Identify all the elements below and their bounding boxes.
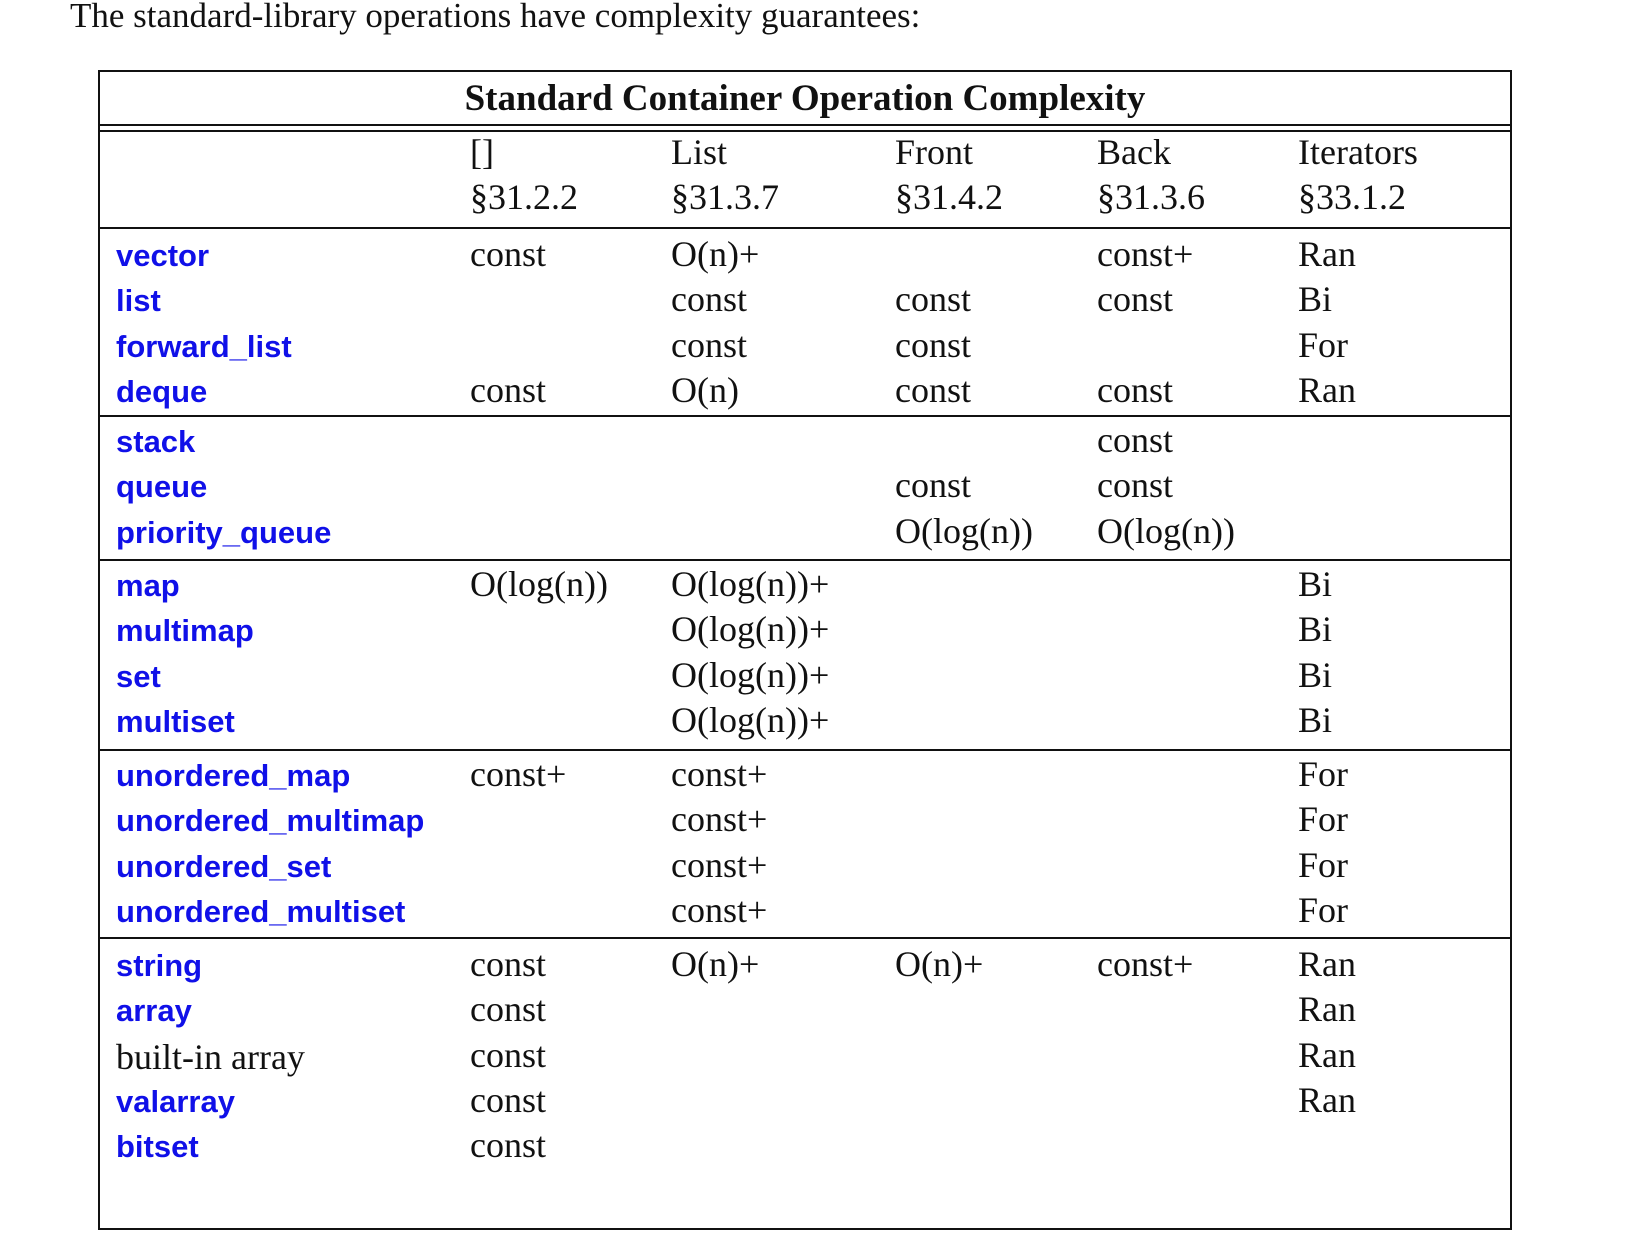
complexity-cell: O(n)+	[671, 234, 760, 274]
complexity-cell: For	[1298, 754, 1349, 794]
complexity-cell: const	[895, 465, 971, 506]
container-link-valarray[interactable]: valarray	[116, 1083, 235, 1119]
group-divider	[100, 937, 1510, 939]
complexity-cell: const	[895, 279, 971, 320]
container-link-list[interactable]: list	[116, 283, 161, 319]
complexity-cell: const	[1097, 369, 1173, 410]
column-header-label: Back	[1097, 132, 1171, 172]
complexity-cell: O(log(n))+	[671, 699, 830, 740]
complexity-cell: const+	[671, 844, 768, 885]
complexity-cell: Ran	[1298, 1079, 1356, 1120]
complexity-cell: const+	[671, 754, 768, 794]
complexity-cell: Ran	[1298, 1034, 1356, 1075]
complexity-cell: Ran	[1298, 369, 1356, 410]
complexity-cell: Bi	[1298, 654, 1333, 695]
complexity-table: Standard Container Operation Complexity …	[98, 70, 1512, 1230]
complexity-cell: For	[1298, 324, 1349, 365]
container-name-built-in-array: built-in array	[116, 1036, 305, 1077]
column-header-section: §31.3.6	[1097, 177, 1205, 217]
container-link-priority-queue[interactable]: priority_queue	[116, 514, 332, 550]
complexity-cell: Ran	[1298, 944, 1356, 984]
column-header-label: Iterators	[1298, 132, 1418, 172]
column-header-label: Front	[895, 132, 974, 172]
intro-text: The standard-library operations have com…	[70, 0, 921, 35]
complexity-cell: Ran	[1298, 234, 1356, 274]
column-header-label: []	[470, 132, 494, 172]
complexity-cell: const	[1097, 279, 1173, 320]
complexity-cell: const+	[671, 799, 768, 840]
complexity-cell: const	[470, 1034, 546, 1075]
complexity-cell: const+	[1097, 234, 1194, 274]
complexity-cell: const+	[671, 889, 768, 930]
complexity-cell: const	[470, 944, 546, 984]
complexity-cell: const	[1097, 465, 1173, 506]
column-header-section: §33.1.2	[1298, 177, 1406, 217]
complexity-cell: Ran	[1298, 989, 1356, 1030]
column-header-section: §31.3.7	[671, 177, 779, 217]
complexity-cell: O(n)+	[671, 944, 760, 984]
container-link-string[interactable]: string	[116, 948, 203, 983]
complexity-cell: const	[671, 279, 747, 320]
complexity-cell: const	[470, 989, 546, 1030]
container-link-set[interactable]: set	[116, 658, 161, 694]
container-link-deque[interactable]: deque	[116, 373, 208, 409]
complexity-cell: const	[470, 1079, 546, 1120]
container-link-bitset[interactable]: bitset	[116, 1129, 199, 1165]
complexity-cell: O(log(n))+	[671, 654, 830, 695]
container-link-multiset[interactable]: multiset	[116, 703, 235, 739]
complexity-cell: Bi	[1298, 564, 1333, 604]
complexity-cell: const	[1097, 420, 1173, 460]
container-link-vector[interactable]: vector	[116, 238, 210, 273]
container-link-unordered-multimap[interactable]: unordered_multimap	[116, 803, 425, 839]
complexity-cell: const	[895, 324, 971, 365]
container-link-array[interactable]: array	[116, 993, 192, 1029]
container-link-unordered-set[interactable]: unordered_set	[116, 848, 332, 884]
complexity-cell: const	[470, 1125, 546, 1166]
complexity-cell: const	[671, 324, 747, 365]
complexity-cell: For	[1298, 889, 1349, 930]
column-header-section: §31.2.2	[470, 177, 578, 217]
container-link-multimap[interactable]: multimap	[116, 613, 254, 649]
title-rule-bottom	[100, 130, 1510, 132]
complexity-cell: const	[470, 369, 546, 410]
container-link-forward-list[interactable]: forward_list	[116, 328, 292, 364]
complexity-cell: O(log(n))	[895, 510, 1033, 551]
header-rule	[100, 227, 1510, 229]
group-divider	[100, 749, 1510, 751]
container-link-unordered-multiset[interactable]: unordered_multiset	[116, 893, 406, 929]
complexity-cell: O(n)+	[895, 944, 984, 984]
complexity-cell: For	[1298, 799, 1349, 840]
complexity-cell: const	[470, 234, 546, 274]
container-link-map[interactable]: map	[116, 568, 180, 603]
complexity-cell: O(n)	[671, 369, 739, 410]
complexity-cell: O(log(n))	[470, 564, 608, 604]
container-link-stack[interactable]: stack	[116, 424, 196, 459]
complexity-cell: const+	[1097, 944, 1194, 984]
container-link-queue[interactable]: queue	[116, 469, 208, 505]
title-rule-top	[100, 124, 1510, 126]
group-divider	[100, 415, 1510, 417]
complexity-cell: O(log(n))	[1097, 510, 1235, 551]
column-header-label: List	[671, 132, 728, 172]
complexity-cell: Bi	[1298, 699, 1333, 740]
container-link-unordered-map[interactable]: unordered_map	[116, 758, 351, 793]
group-divider	[100, 559, 1510, 561]
complexity-cell: Bi	[1298, 609, 1333, 650]
complexity-cell: O(log(n))+	[671, 564, 830, 604]
table-title: Standard Container Operation Complexity	[464, 78, 1146, 119]
complexity-cell: For	[1298, 844, 1349, 885]
complexity-cell: Bi	[1298, 279, 1333, 320]
column-header-section: §31.4.2	[895, 177, 1003, 217]
complexity-cell: const	[895, 369, 971, 410]
complexity-cell: const+	[470, 754, 567, 794]
complexity-cell: O(log(n))+	[671, 609, 830, 650]
